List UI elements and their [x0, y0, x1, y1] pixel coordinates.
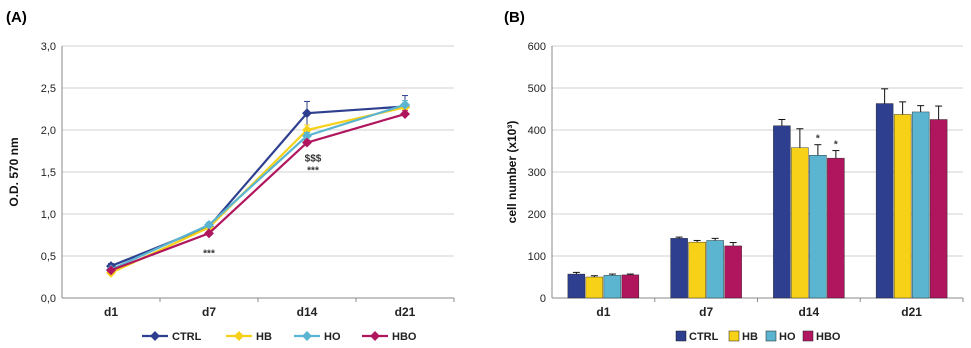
- legend-label: HB: [742, 331, 758, 343]
- series-line-hbo: [110, 112, 406, 272]
- bar-hb: [688, 241, 706, 299]
- y-tick-label: 600: [528, 41, 546, 53]
- series-line-hb: [110, 106, 406, 274]
- y-tick-label: 0,0: [41, 293, 56, 305]
- bar-hb: [791, 147, 809, 299]
- bar-ctrl: [670, 238, 688, 299]
- legend-swatch-ho: [765, 330, 777, 342]
- y-tick-label: 500: [528, 83, 546, 95]
- y-tick-label: 300: [528, 167, 546, 179]
- panel-b-label: (B): [504, 9, 525, 26]
- legend-swatch-hbo: [802, 330, 814, 342]
- y-axis-title: O.D. 570 nm: [7, 137, 21, 206]
- y-tick-label: 3,0: [41, 41, 56, 53]
- legend-label: HO: [779, 331, 796, 343]
- bar-ho: [911, 111, 930, 299]
- legend-label: HB: [256, 331, 272, 343]
- legend-label: HO: [324, 331, 341, 343]
- x-tick-label: d7: [699, 305, 713, 319]
- y-tick-label: 2,5: [41, 83, 56, 95]
- data-point-ho: [204, 219, 214, 230]
- panel-a-line-chart: (A) 0,0 0,5 1,0 1,5 2,0 2,5 3,0 d1 d7 d14 d21 O.D. 5…: [6, 9, 455, 343]
- panel-a-label: (A): [6, 9, 27, 26]
- legend-swatch-hb: [728, 330, 740, 342]
- y-axis-title: cell number (x10³): [505, 121, 519, 224]
- legend-label: CTRL: [172, 331, 202, 343]
- series-line-ho: [110, 103, 406, 271]
- legend-marker: [150, 331, 160, 341]
- bar-ctrl: [567, 273, 586, 299]
- x-tick-label: d21: [395, 305, 416, 319]
- y-tick-label: 100: [528, 251, 546, 263]
- data-point-hbo: [302, 137, 312, 148]
- y-tick-label: 200: [528, 209, 546, 221]
- y-tick-label: 0,5: [41, 251, 56, 263]
- bar-hbo: [621, 274, 640, 299]
- significance-marker: *: [816, 134, 820, 145]
- data-point-hbo: [400, 109, 410, 119]
- legend-marker: [302, 331, 312, 341]
- x-tick-label: d21: [901, 305, 922, 319]
- significance-marker: *: [834, 140, 838, 151]
- significance-marker: ***: [203, 248, 215, 259]
- legend-label: HBO: [816, 331, 841, 343]
- significance-marker: ***: [307, 166, 319, 177]
- bar-hb: [585, 276, 604, 299]
- bar-hbo: [929, 119, 948, 299]
- y-tick-label: 2,0: [41, 125, 56, 137]
- bar-hbo: [827, 157, 845, 299]
- y-tick-label: 400: [528, 125, 546, 137]
- bar-ho: [603, 275, 622, 299]
- legend-label: HBO: [392, 331, 417, 343]
- y-tick-label: 0: [540, 293, 546, 305]
- x-tick-label: d14: [297, 305, 318, 319]
- bar-hbo: [724, 245, 742, 299]
- legend-label: CTRL: [689, 331, 719, 343]
- x-tick-label: d1: [104, 305, 118, 319]
- y-tick-label: 1,0: [41, 209, 56, 221]
- legend-marker: [370, 331, 380, 341]
- data-point-ho: [302, 130, 312, 141]
- significance-marker: $$$: [305, 154, 322, 165]
- y-tick-label: 1,5: [41, 167, 56, 179]
- bar-ho: [706, 240, 724, 299]
- x-tick-label: d7: [202, 305, 216, 319]
- panel-b-bar-chart: (B) 0 100 200 300 400 500 600 cell number (x10³)…: [504, 9, 964, 343]
- bar-ho: [809, 154, 827, 299]
- x-tick-label: d1: [596, 305, 610, 319]
- bar-hb: [893, 114, 912, 299]
- legend-swatch-ctrl: [675, 330, 687, 342]
- legend-marker: [234, 331, 244, 341]
- bar-ctrl: [875, 103, 894, 299]
- x-tick-label: d14: [799, 305, 820, 319]
- data-point-hbo: [204, 228, 214, 239]
- bar-ctrl: [773, 125, 791, 299]
